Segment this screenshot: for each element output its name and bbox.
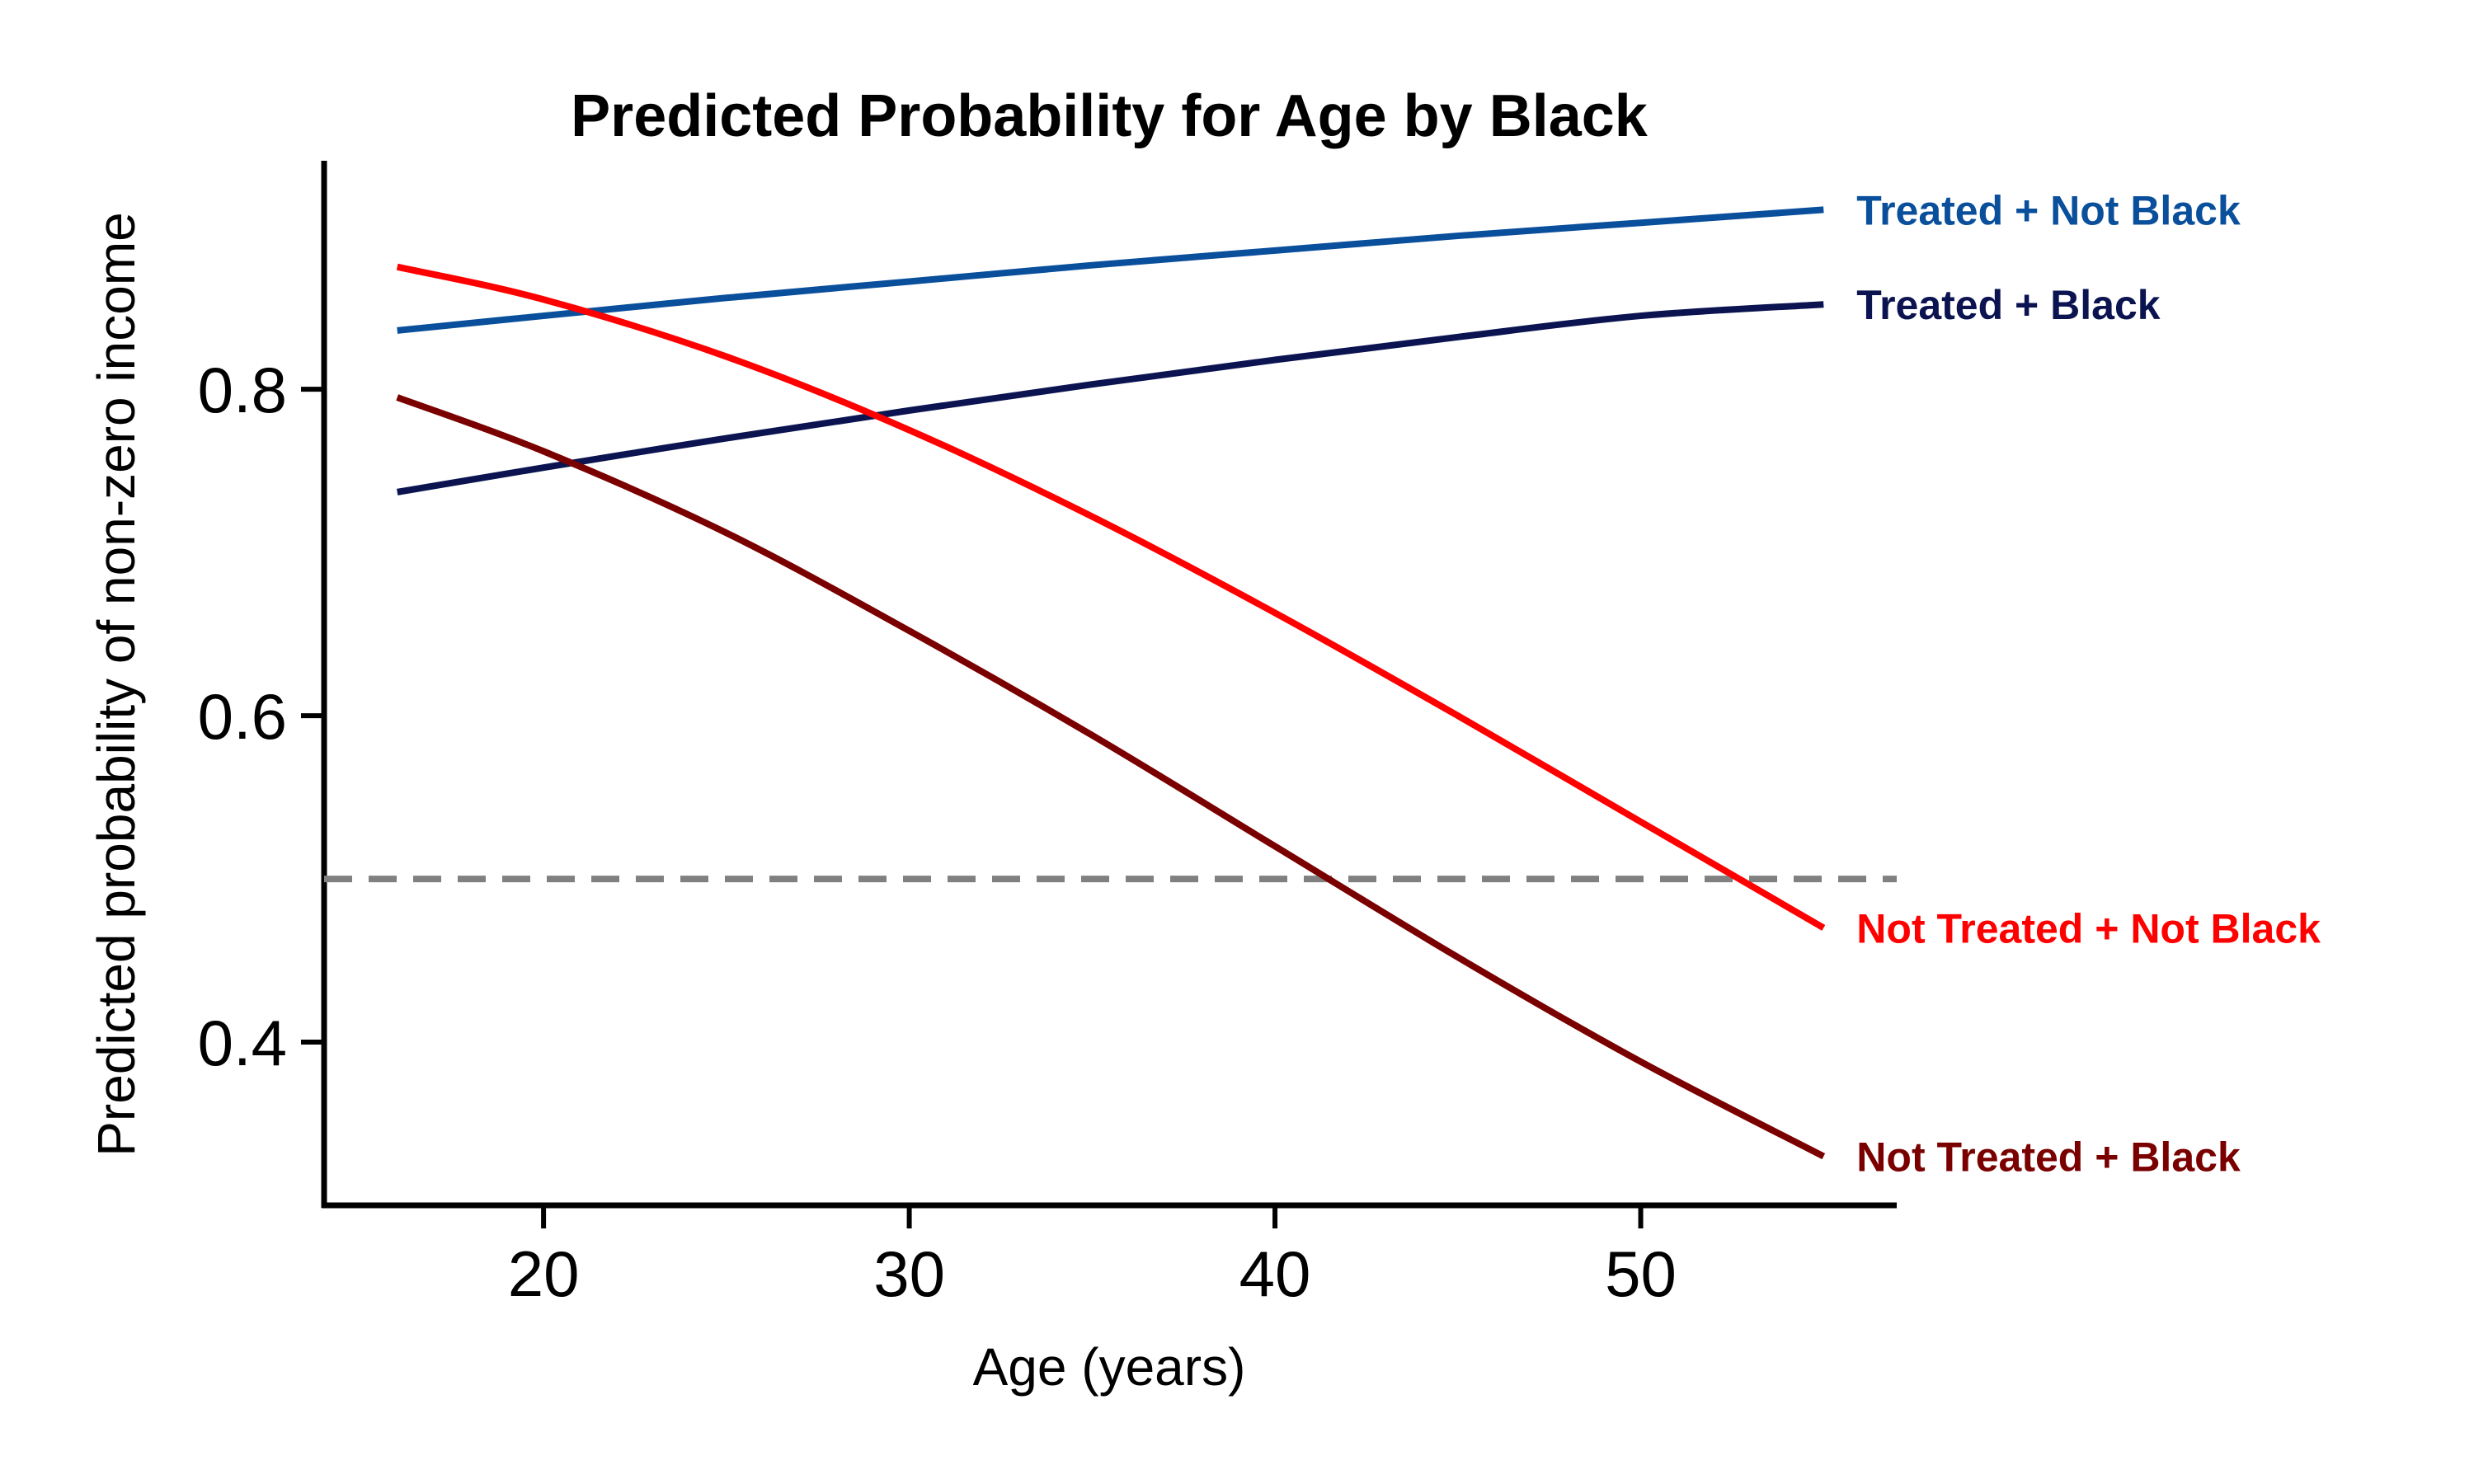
- series-line-treated-not-black: [397, 206, 1824, 334]
- series-label-treated-not-black: Treated + Not Black: [1856, 187, 2241, 233]
- series-label-not-treated-black: Not Treated + Black: [1856, 1134, 2241, 1181]
- x-tick-label: 50: [1605, 1237, 1677, 1310]
- series-label-treated-black: Treated + Black: [1856, 282, 2160, 328]
- x-axis-label: Age (years): [973, 1337, 1246, 1397]
- series-line-treated-black: [397, 301, 1824, 495]
- y-tick-label: 0.8: [198, 354, 287, 426]
- series-label-not-treated-not-black: Not Treated + Not Black: [1856, 905, 2321, 951]
- series-line-not-treated-not-black: [396, 263, 1826, 931]
- x-tick-label: 30: [873, 1237, 945, 1310]
- y-axis-label: Predicted probability of non-zero income: [87, 212, 146, 1157]
- y-tick-label: 0.4: [198, 1007, 287, 1079]
- x-tick-label: 40: [1239, 1237, 1311, 1310]
- plot-area: 20 30 40 50 0.4 0.6 0.8 Treated + Not Black Trea…: [198, 161, 2321, 1310]
- x-tick-label: 20: [508, 1237, 580, 1310]
- y-tick-label: 0.6: [198, 680, 287, 753]
- chart-title: Predicted Probability for Age by Black: [571, 83, 1649, 149]
- series-line-not-treated-black: [396, 394, 1826, 1160]
